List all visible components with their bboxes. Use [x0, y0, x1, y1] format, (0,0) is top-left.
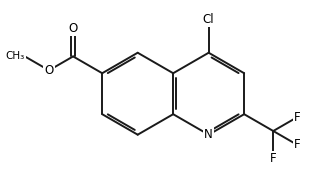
Text: CH₃: CH₃ — [5, 51, 25, 61]
Text: O: O — [44, 64, 53, 77]
Text: F: F — [270, 152, 277, 165]
Text: O: O — [69, 22, 78, 35]
Text: N: N — [204, 128, 213, 141]
Text: F: F — [294, 138, 301, 151]
Text: F: F — [294, 111, 301, 124]
Text: Cl: Cl — [203, 13, 214, 26]
